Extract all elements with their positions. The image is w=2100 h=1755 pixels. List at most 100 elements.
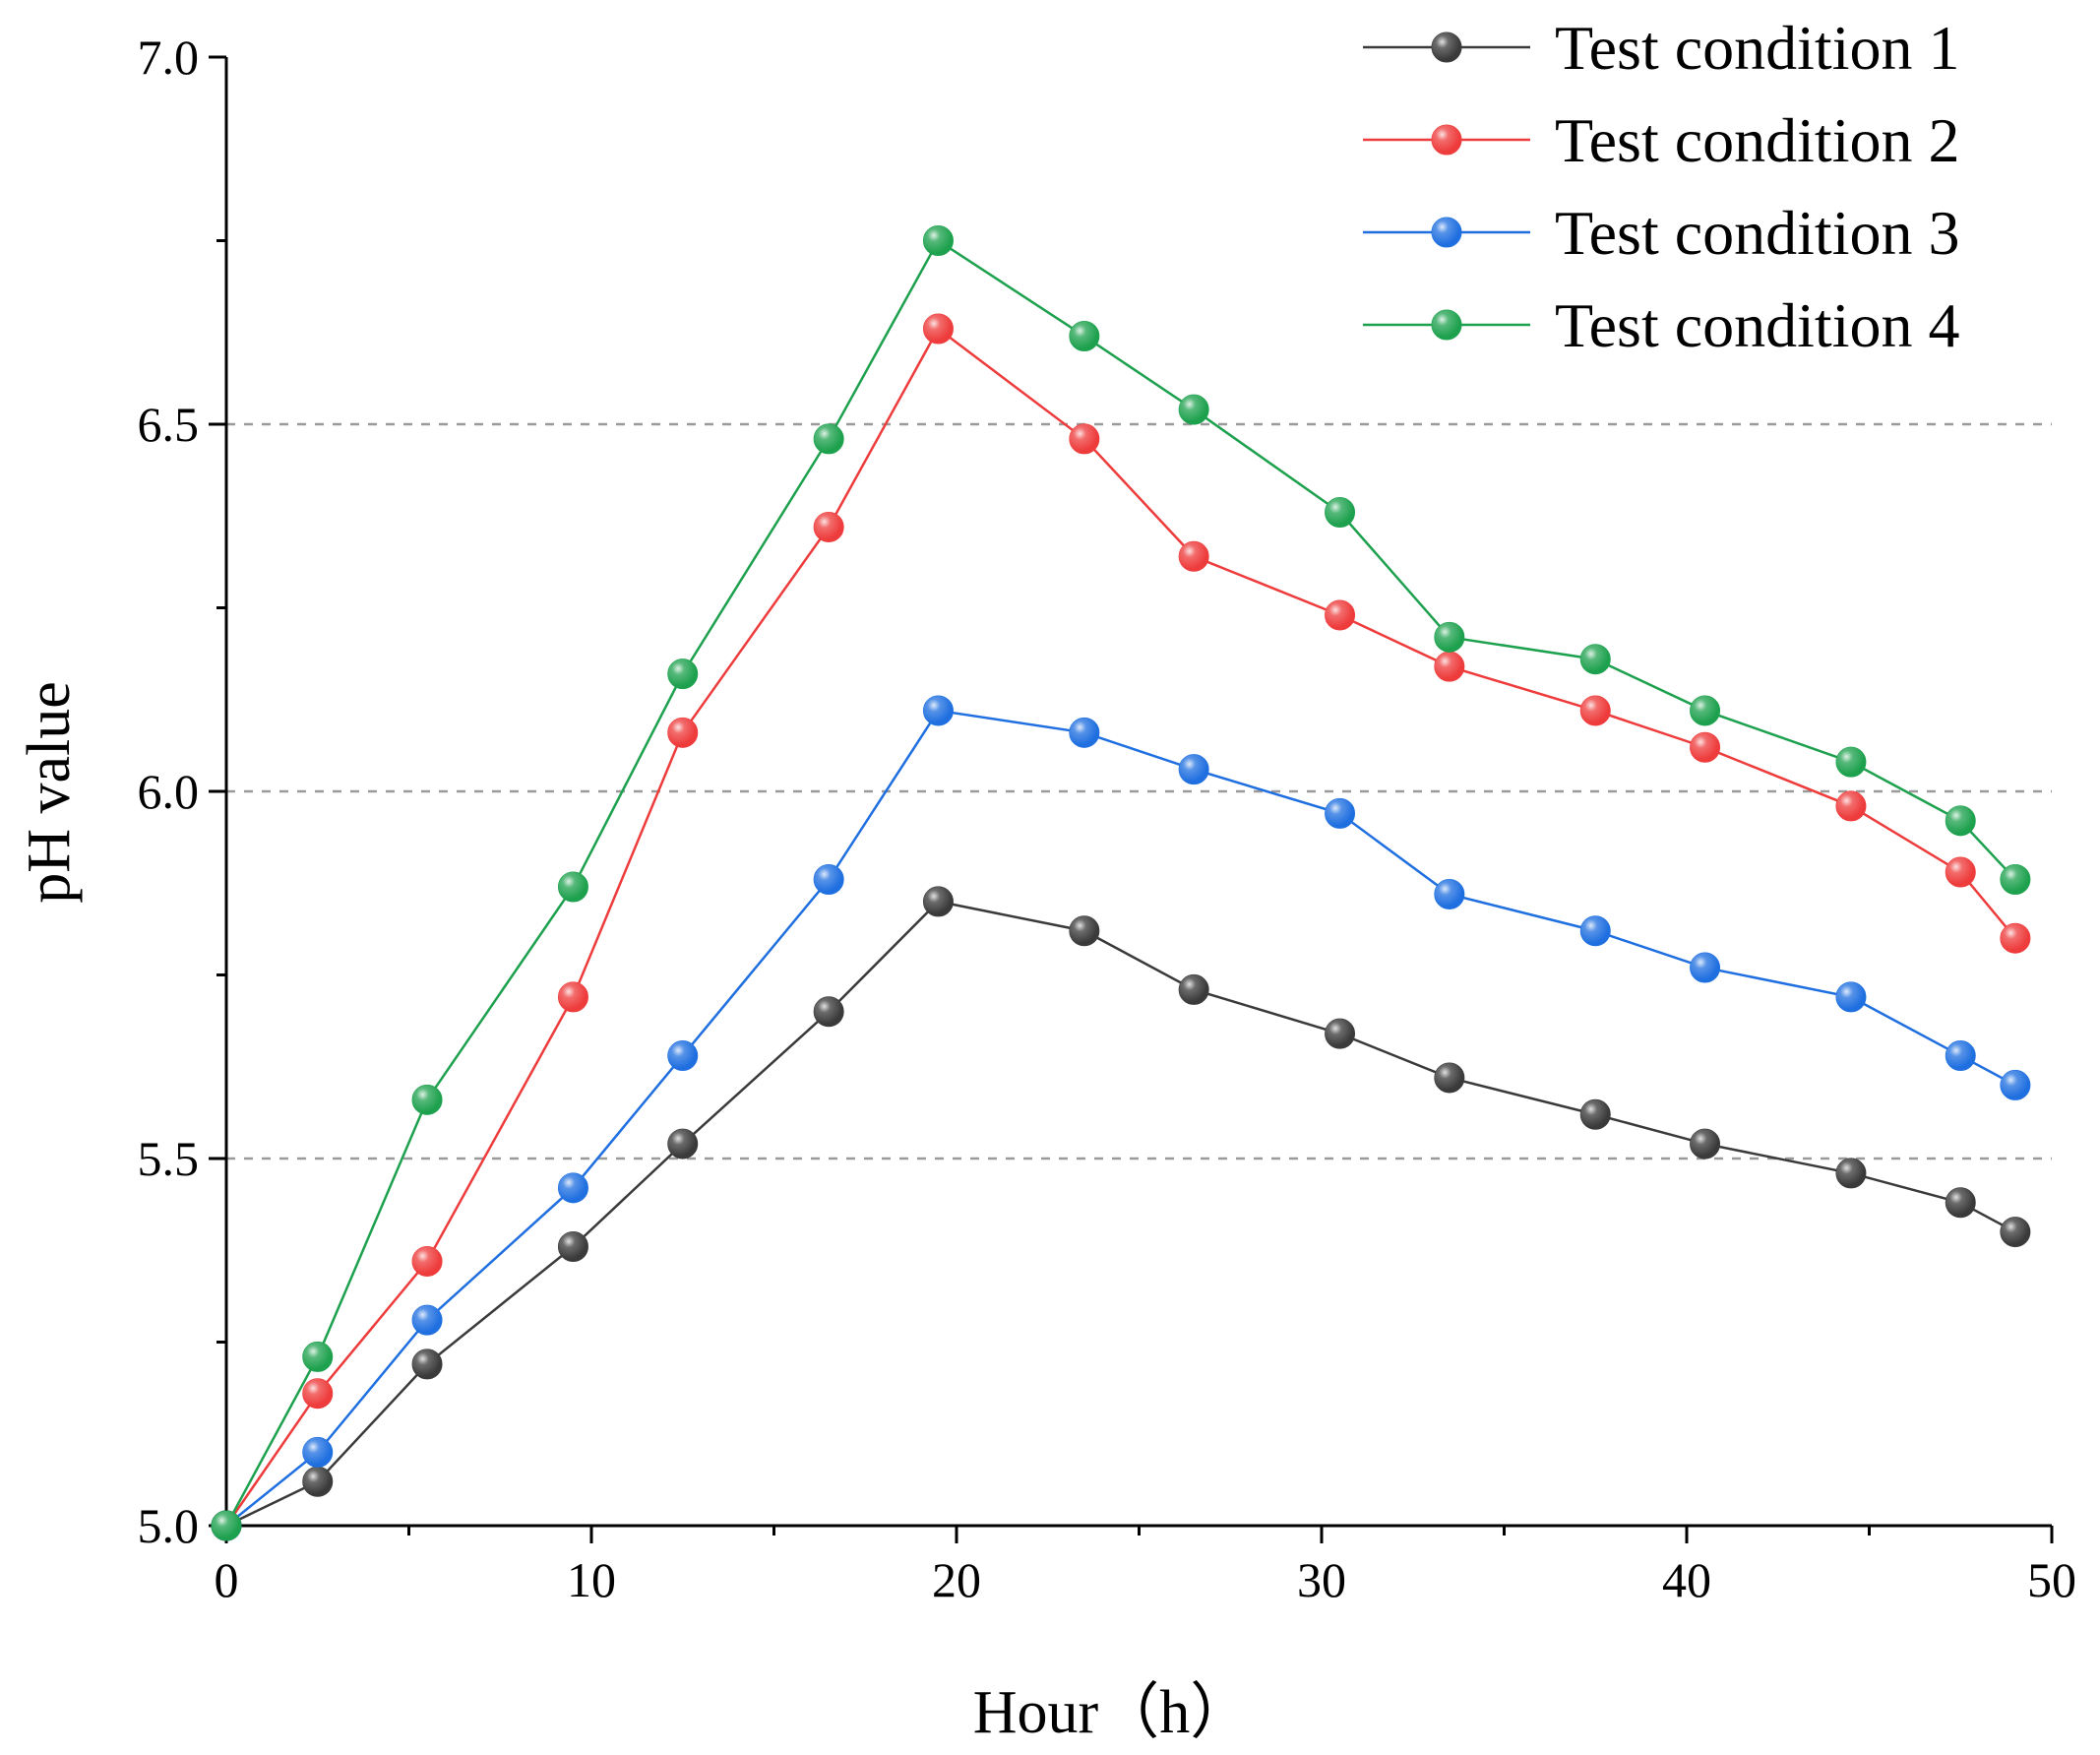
- series-1-point-shine: [1434, 1062, 1464, 1093]
- series-2-point-shine: [814, 512, 844, 542]
- series-layer: [211, 225, 2031, 1541]
- series-3-point-shine: [1325, 798, 1355, 829]
- series-3-point: [1690, 952, 1721, 983]
- series-4-point: [1069, 320, 1100, 351]
- series-1-point: [2000, 1217, 2031, 1248]
- legend-marker-4: [1431, 309, 1462, 341]
- series-4-point: [922, 225, 954, 256]
- series-3-point: [667, 1040, 699, 1072]
- series-4-point: [1690, 695, 1721, 726]
- series-3-point: [813, 864, 844, 896]
- series-1-point: [1178, 973, 1209, 1005]
- legend-marker-2-shine: [1432, 125, 1461, 155]
- series-1-point: [1069, 915, 1100, 947]
- series-2-point: [411, 1245, 443, 1277]
- series-1-point: [1945, 1187, 1976, 1219]
- series-3-point-shine: [1179, 754, 1209, 784]
- series-4-point-shine: [1069, 321, 1099, 351]
- series-2-point-shine: [1434, 652, 1464, 682]
- series-4-point: [1178, 394, 1209, 425]
- series-4-point-shine: [558, 871, 588, 902]
- series-2-point: [1325, 599, 1356, 631]
- series-3-point-shine: [1690, 953, 1720, 983]
- legend-label-4: Test condition 4: [1555, 290, 1959, 360]
- series-2-point: [1579, 695, 1611, 726]
- legend-item-2: Test condition 2: [1363, 105, 1959, 175]
- series-4-point-shine: [1835, 747, 1866, 778]
- y-tick-label-6.0: 6.0: [138, 764, 200, 819]
- legend-label-1: Test condition 1: [1555, 13, 1959, 83]
- series-1-point: [411, 1348, 443, 1380]
- series-3-point: [1178, 754, 1209, 785]
- series-4-point-shine: [412, 1085, 443, 1115]
- series-2-point: [1945, 856, 1976, 888]
- series-4-point: [302, 1341, 334, 1372]
- series-2-point-shine: [412, 1246, 443, 1277]
- series-2-point-shine: [1690, 732, 1720, 763]
- series-4-point-shine: [1325, 497, 1355, 528]
- series-3-point: [1325, 797, 1356, 829]
- series-4-point-shine: [1179, 395, 1209, 425]
- series-3-point-shine: [1434, 879, 1464, 909]
- series-2-point: [922, 313, 954, 345]
- series-4-point: [2000, 864, 2031, 896]
- series-1-point-shine: [302, 1467, 333, 1497]
- legend-marker-3: [1431, 217, 1462, 248]
- series-2-point-shine: [1325, 599, 1355, 630]
- series-1-point-shine: [2000, 1217, 2030, 1247]
- series-1-point: [922, 886, 954, 917]
- series-2-point: [1178, 540, 1209, 572]
- x-tick-label-40: 40: [1662, 1552, 1711, 1607]
- legend-marker-1: [1431, 31, 1462, 63]
- y-tick-label-5.5: 5.5: [138, 1131, 200, 1186]
- axes: 0 10 20 30 40 50 5.0 5.5 6.0 6.5 7.0: [138, 30, 2077, 1607]
- series-2-point: [1835, 790, 1867, 822]
- series-2-point-shine: [1946, 857, 1976, 888]
- series-1-point: [302, 1466, 334, 1497]
- series-4-point-shine: [667, 658, 698, 689]
- series-2-point-shine: [1835, 790, 1866, 821]
- series-3-point-shine: [558, 1172, 588, 1203]
- series-3-point-shine: [302, 1437, 333, 1468]
- y-axis-title: pH value: [16, 681, 83, 904]
- legend-item-4: Test condition 4: [1363, 290, 1959, 360]
- series-4-point: [1579, 644, 1611, 675]
- series-1-point: [813, 996, 844, 1028]
- legend-label-3: Test condition 3: [1555, 198, 1959, 268]
- series-4-point: [813, 423, 844, 455]
- series-2-point: [1069, 423, 1100, 455]
- legend-marker-4-shine: [1432, 310, 1461, 340]
- series-1-point: [667, 1128, 699, 1160]
- series-4-point-shine: [1690, 695, 1720, 725]
- series-1-point-shine: [1946, 1187, 1976, 1218]
- series-4-point-shine: [212, 1511, 241, 1540]
- legend-label-2: Test condition 2: [1555, 105, 1959, 175]
- series-1-line: [225, 900, 2016, 1528]
- series-4-point: [1325, 497, 1356, 529]
- series-2-point: [302, 1378, 334, 1410]
- legend: Test condition 1 Test condition 2 Test con…: [1363, 13, 1959, 360]
- series-2-point-shine: [1580, 695, 1611, 725]
- series-4-point: [557, 871, 588, 903]
- y-tick-label-6.5: 6.5: [138, 397, 200, 452]
- series-1-point: [1325, 1018, 1356, 1049]
- series-2-point-shine: [923, 314, 954, 345]
- series-4-point-shine: [1434, 622, 1464, 653]
- series-4-point: [1434, 621, 1465, 653]
- series-4-point-shine: [814, 423, 844, 454]
- series-1-point: [1690, 1128, 1721, 1160]
- series-1-point: [1434, 1062, 1465, 1094]
- series-4-point: [1835, 746, 1867, 778]
- series-3-point: [2000, 1069, 2031, 1100]
- series-4-point-shine: [1580, 644, 1611, 674]
- x-tick-label-20: 20: [932, 1552, 981, 1607]
- legend-item-1: Test condition 1: [1363, 13, 1959, 83]
- series-1-point-shine: [1835, 1158, 1866, 1188]
- series-3-point-shine: [412, 1305, 443, 1336]
- series-1-point-shine: [1580, 1099, 1611, 1130]
- series-1-point: [1835, 1158, 1867, 1189]
- series-3-point: [922, 695, 954, 726]
- series-2-point-shine: [667, 718, 698, 748]
- x-tick-label-10: 10: [567, 1552, 616, 1607]
